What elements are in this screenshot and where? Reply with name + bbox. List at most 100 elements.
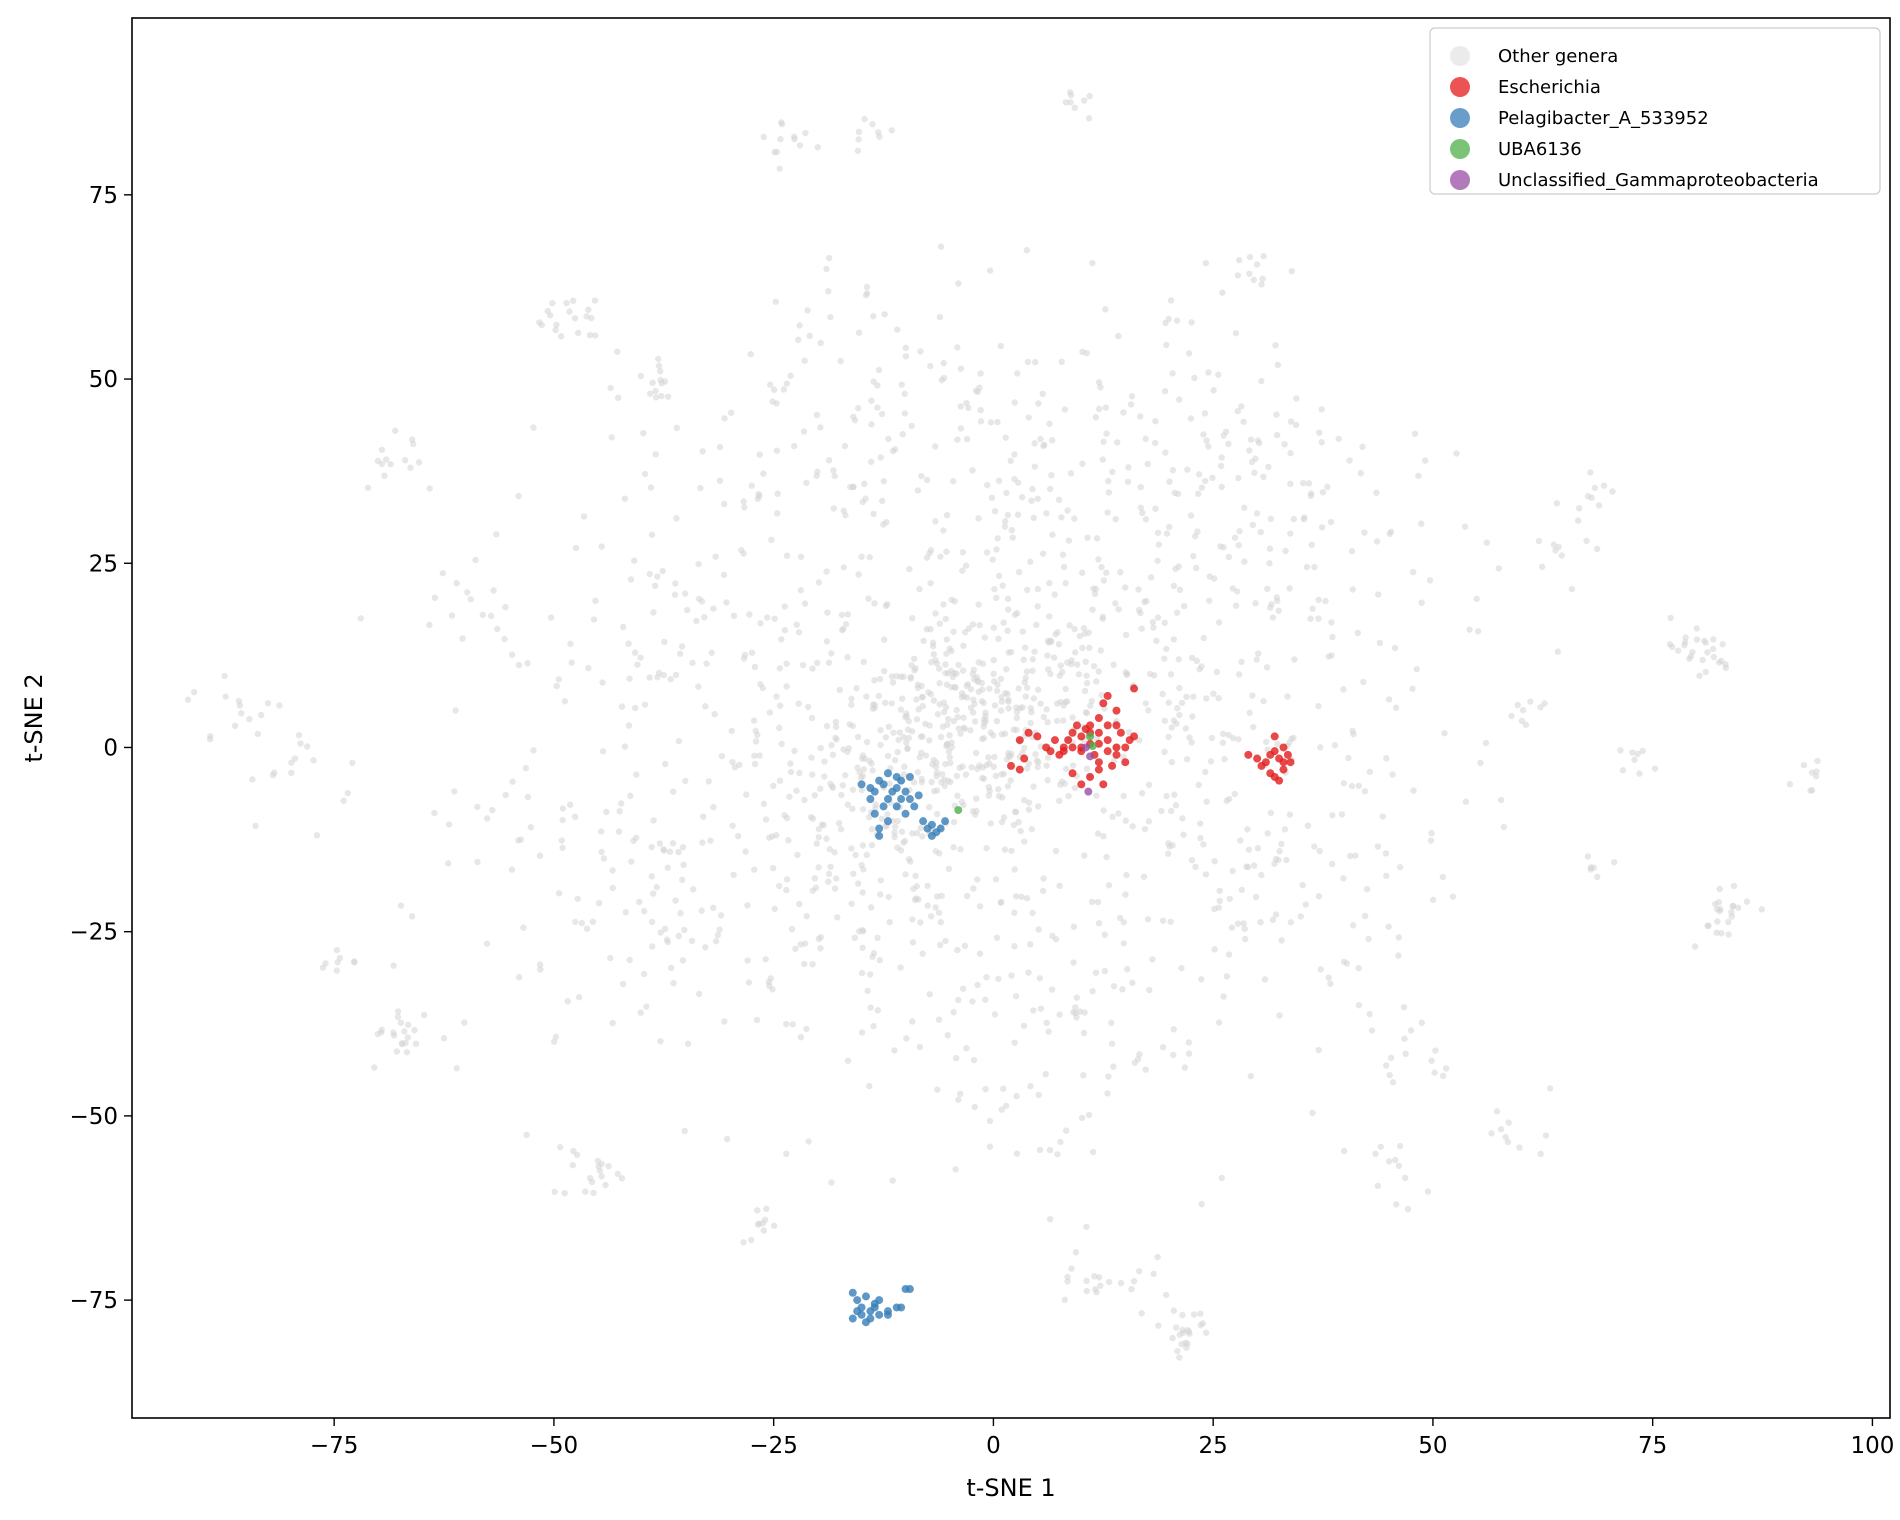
background-point [861,480,868,488]
data-point [879,802,888,811]
background-point [859,944,866,951]
legend-marker [1450,108,1470,128]
background-point [1075,671,1083,678]
background-point [1098,691,1105,699]
x-tick-label: 100 [1850,1433,1894,1459]
background-point [780,386,788,393]
legend-label: Unclassified_Gammaproteobacteria [1498,170,1819,191]
background-point [854,147,862,154]
background-point [1355,964,1362,972]
background-point [783,380,791,387]
data-point [861,1292,870,1301]
background-point [1482,739,1490,747]
background-point [291,755,299,762]
background-point [1123,671,1130,678]
data-point [848,1288,857,1297]
background-point [1095,556,1102,563]
background-point [946,754,954,761]
background-point [868,421,875,428]
background-point [1167,297,1175,304]
background-point [886,918,893,926]
background-point [1267,809,1275,817]
background-point [1260,473,1267,481]
background-point [981,634,989,641]
data-point [927,831,936,840]
background-point [994,418,1001,426]
background-point [1052,936,1060,943]
background-point [948,744,955,751]
background-point [855,571,862,578]
background-point [1023,765,1031,772]
background-point [816,785,824,792]
background-point [1048,472,1055,479]
background-point [964,892,971,900]
background-point [626,675,633,682]
background-point [1701,637,1708,644]
background-point [221,672,228,680]
background-point [908,422,915,430]
background-point [854,405,862,412]
background-point [1276,848,1283,855]
background-point [790,442,798,450]
background-point [795,700,802,707]
background-point [1466,626,1473,633]
background-point [791,136,798,143]
background-point [1546,1085,1554,1092]
background-point [937,941,944,949]
background-point [1514,701,1521,709]
background-point [875,692,883,700]
background-point [928,659,935,666]
background-point [1392,1156,1399,1164]
background-point [1238,886,1245,894]
background-point [889,447,897,455]
background-point [1385,696,1393,703]
background-point [828,783,836,790]
data-point [914,791,923,800]
background-point [906,565,913,573]
background-point [523,1131,530,1139]
background-point [776,165,783,172]
background-point [1213,668,1221,676]
background-point [884,811,891,818]
background-point [1217,462,1225,470]
background-point [927,362,934,370]
background-point [1010,821,1018,829]
background-point [1235,542,1242,549]
background-point [1161,717,1169,725]
background-point [714,931,722,939]
background-point [1391,644,1399,652]
background-point [675,848,682,856]
background-point [637,654,644,661]
background-point [1235,474,1242,482]
background-point [1377,1143,1384,1150]
background-point [1319,489,1327,496]
background-point [985,754,992,761]
background-point [855,329,863,336]
x-tick-label: 75 [1638,1433,1667,1459]
background-point [555,676,562,683]
background-point [712,938,720,945]
data-point [883,795,892,804]
background-point [1234,272,1242,279]
background-point [913,696,920,703]
background-point [1407,1027,1415,1034]
background-point [1250,276,1258,284]
background-point [1175,656,1182,663]
background-point [420,1011,428,1019]
background-point [669,840,677,847]
background-point [800,428,808,435]
x-tick-label: −25 [749,1433,798,1459]
data-point [927,820,936,829]
background-point [1031,463,1039,470]
data-point [1112,706,1121,715]
background-point [1116,914,1124,922]
background-point [950,843,957,851]
background-point [1117,569,1124,576]
background-point [1023,684,1031,691]
background-point [1071,625,1078,633]
background-point [682,777,689,785]
background-point [990,678,998,685]
background-point [1225,731,1232,739]
background-point [1725,918,1732,926]
